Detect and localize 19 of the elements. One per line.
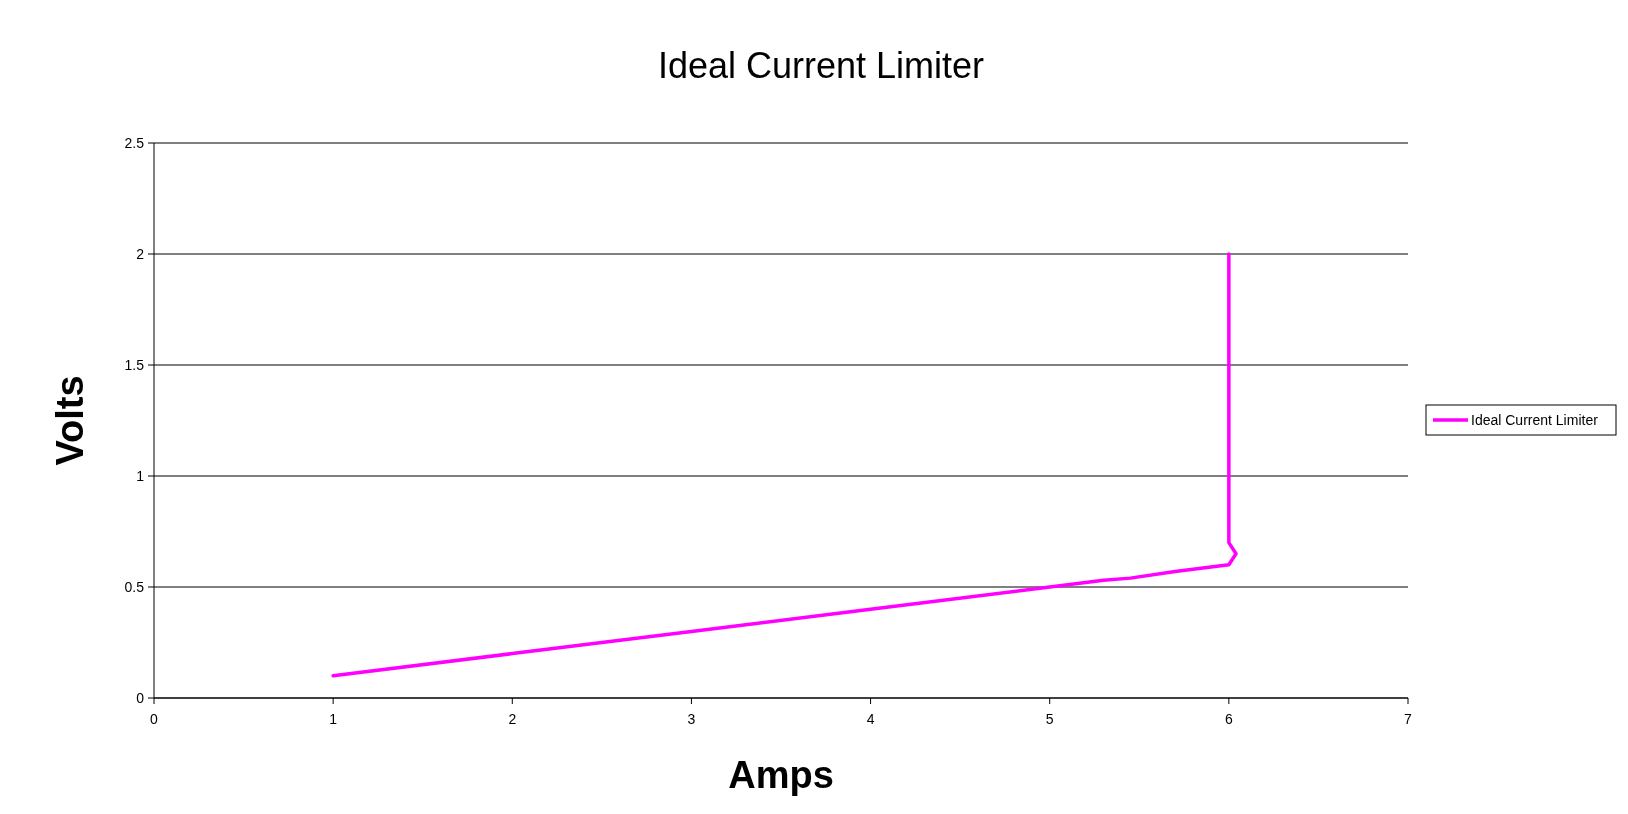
y-axis-title: Volts xyxy=(49,375,91,466)
legend-label: Ideal Current Limiter xyxy=(1471,411,1599,428)
x-tick-label: 0 xyxy=(150,711,159,727)
y-tick-label: 2.5 xyxy=(124,134,145,151)
x-tick-label: 5 xyxy=(1045,711,1054,727)
y-tick-label: 0.5 xyxy=(124,578,145,595)
line-series xyxy=(331,252,1238,678)
x-tick-label: 1 xyxy=(329,711,338,727)
y-tick-label: 1.5 xyxy=(124,356,145,373)
x-tick-label: 4 xyxy=(866,711,875,727)
y-tick-label: 2 xyxy=(136,245,145,262)
x-tick-label: 2 xyxy=(508,711,517,727)
x-tick-label: 6 xyxy=(1224,711,1233,727)
y-tick-label: 0 xyxy=(136,689,145,706)
x-axis-title: Amps xyxy=(728,754,834,796)
chart-title: Ideal Current Limiter xyxy=(657,45,985,86)
y-tick-label: 1 xyxy=(136,467,145,484)
x-tick-label: 7 xyxy=(1404,711,1413,727)
x-tick-label: 3 xyxy=(687,711,696,727)
